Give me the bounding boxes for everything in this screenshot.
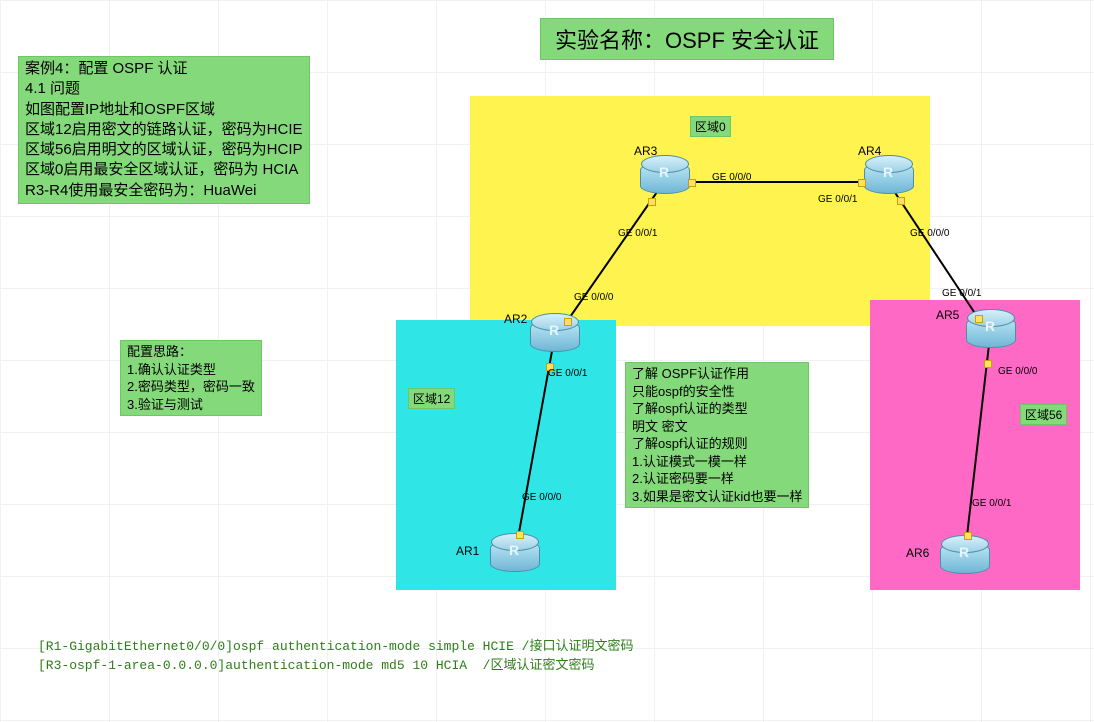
- iflabel-AR3-AR4-to: GE 0/0/1: [818, 194, 857, 205]
- experiment-title: 实验名称：OSPF 安全认证: [540, 18, 834, 60]
- router-icon: R: [878, 164, 898, 178]
- router-label-ar3: AR3: [634, 144, 657, 158]
- port-AR4-AR5-from: [897, 197, 905, 205]
- router-label-ar6: AR6: [906, 546, 929, 560]
- iflabel-AR5-AR6-to: GE 0/0/1: [972, 498, 1011, 509]
- port-AR5-AR6-to: [964, 532, 972, 540]
- iflabel-AR3-AR2-to: GE 0/0/0: [574, 292, 613, 303]
- iflabel-AR5-AR6-from: GE 0/0/0: [998, 366, 1037, 377]
- router-icon: R: [954, 544, 974, 558]
- router-label-ar5: AR5: [936, 308, 959, 322]
- port-AR3-AR4-from: [688, 179, 696, 187]
- iflabel-AR3-AR4-from: GE 0/0/0: [712, 172, 751, 183]
- port-AR2-AR1-to: [516, 531, 524, 539]
- router-icon: R: [544, 322, 564, 336]
- config-plan-box: 配置思路： 1.确认认证类型 2.密码类型，密码一致 3.验证与测试: [120, 340, 262, 416]
- port-AR4-AR5-to: [975, 315, 983, 323]
- router-ar4[interactable]: R: [864, 162, 912, 200]
- iflabel-AR4-AR5-to: GE 0/0/1: [942, 288, 981, 299]
- router-label-ar4: AR4: [858, 144, 881, 158]
- router-icon: R: [504, 542, 524, 556]
- port-AR3-AR2-to: [564, 318, 572, 326]
- router-ar3[interactable]: R: [640, 162, 688, 200]
- router-label-ar1: AR1: [456, 544, 479, 558]
- port-AR3-AR4-to: [858, 179, 866, 187]
- port-AR3-AR2-from: [648, 198, 656, 206]
- router-ar5[interactable]: R: [966, 316, 1014, 354]
- diagram-canvas: 区域0 区域12 区域56 RAR3RAR4RAR2RAR1RAR5RAR6 G…: [0, 0, 1094, 722]
- experiment-title-text: 实验名称：OSPF 安全认证: [555, 28, 819, 53]
- router-label-ar2: AR2: [504, 312, 527, 326]
- cli-snippet: [R1-GigabitEthernet0/0/0]ospf authentica…: [38, 635, 633, 673]
- iflabel-AR2-AR1-from: GE 0/0/1: [548, 368, 587, 379]
- router-ar6[interactable]: R: [940, 542, 988, 580]
- case-description-box: 案例4：配置 OSPF 认证 4.1 问题 如图配置IP地址和OSPF区域 区域…: [18, 56, 310, 204]
- link-AR5-AR6: [964, 336, 990, 562]
- router-icon: R: [980, 318, 1000, 332]
- router-icon: R: [654, 164, 674, 178]
- ospf-notes-box: 了解 OSPF认证作用 只能ospf的安全性 了解ospf认证的类型 明文 密文…: [625, 362, 809, 508]
- iflabel-AR3-AR2-from: GE 0/0/1: [618, 228, 657, 239]
- router-ar1[interactable]: R: [490, 540, 538, 578]
- iflabel-AR4-AR5-from: GE 0/0/0: [910, 228, 949, 239]
- port-AR5-AR6-from: [984, 360, 992, 368]
- iflabel-AR2-AR1-to: GE 0/0/0: [522, 492, 561, 503]
